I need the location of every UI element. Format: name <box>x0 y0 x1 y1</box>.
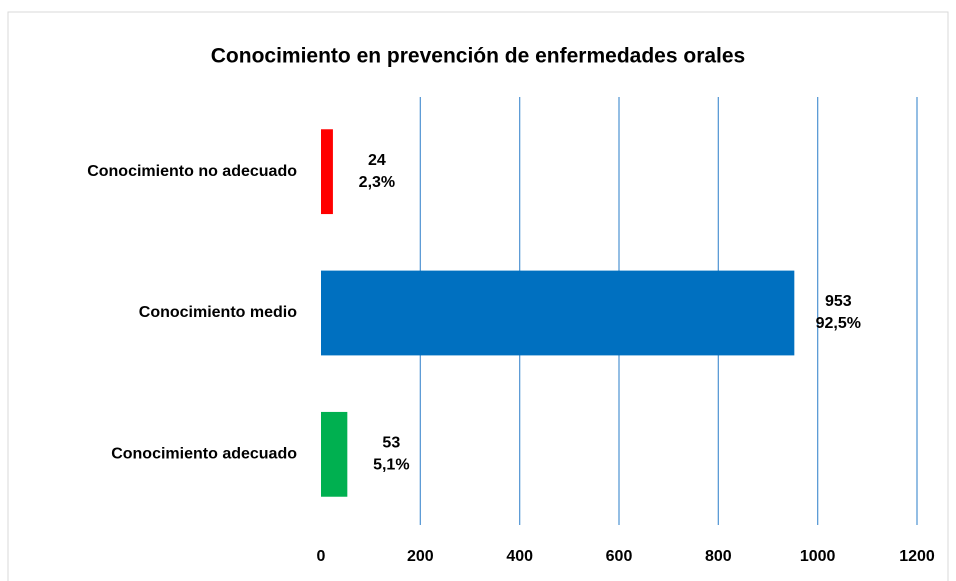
value-label: 953 <box>825 293 852 310</box>
x-tick-label: 200 <box>407 548 434 565</box>
x-tick-label: 400 <box>506 548 533 565</box>
x-tick-label: 800 <box>705 548 732 565</box>
x-tick-label: 600 <box>606 548 633 565</box>
y-tick-label: Conocimiento medio <box>139 304 297 321</box>
chart-border <box>7 11 949 581</box>
y-tick-label: Conocimiento no adecuado <box>87 163 297 180</box>
value-label: 53 <box>382 435 400 452</box>
x-tick-label: 0 <box>317 548 326 565</box>
value-label: 24 <box>368 152 386 169</box>
bar <box>321 270 795 356</box>
percentage-label: 2,3% <box>359 174 395 191</box>
percentage-label: 92,5% <box>816 315 861 332</box>
y-tick-label: Conocimiento adecuado <box>111 446 297 463</box>
x-tick-label: 1200 <box>899 548 935 565</box>
bar <box>321 129 333 215</box>
percentage-label: 5,1% <box>373 457 409 474</box>
bar <box>321 411 348 497</box>
x-tick-label: 1000 <box>800 548 836 565</box>
chart-title: Conocimiento en prevención de enfermedad… <box>211 45 746 68</box>
